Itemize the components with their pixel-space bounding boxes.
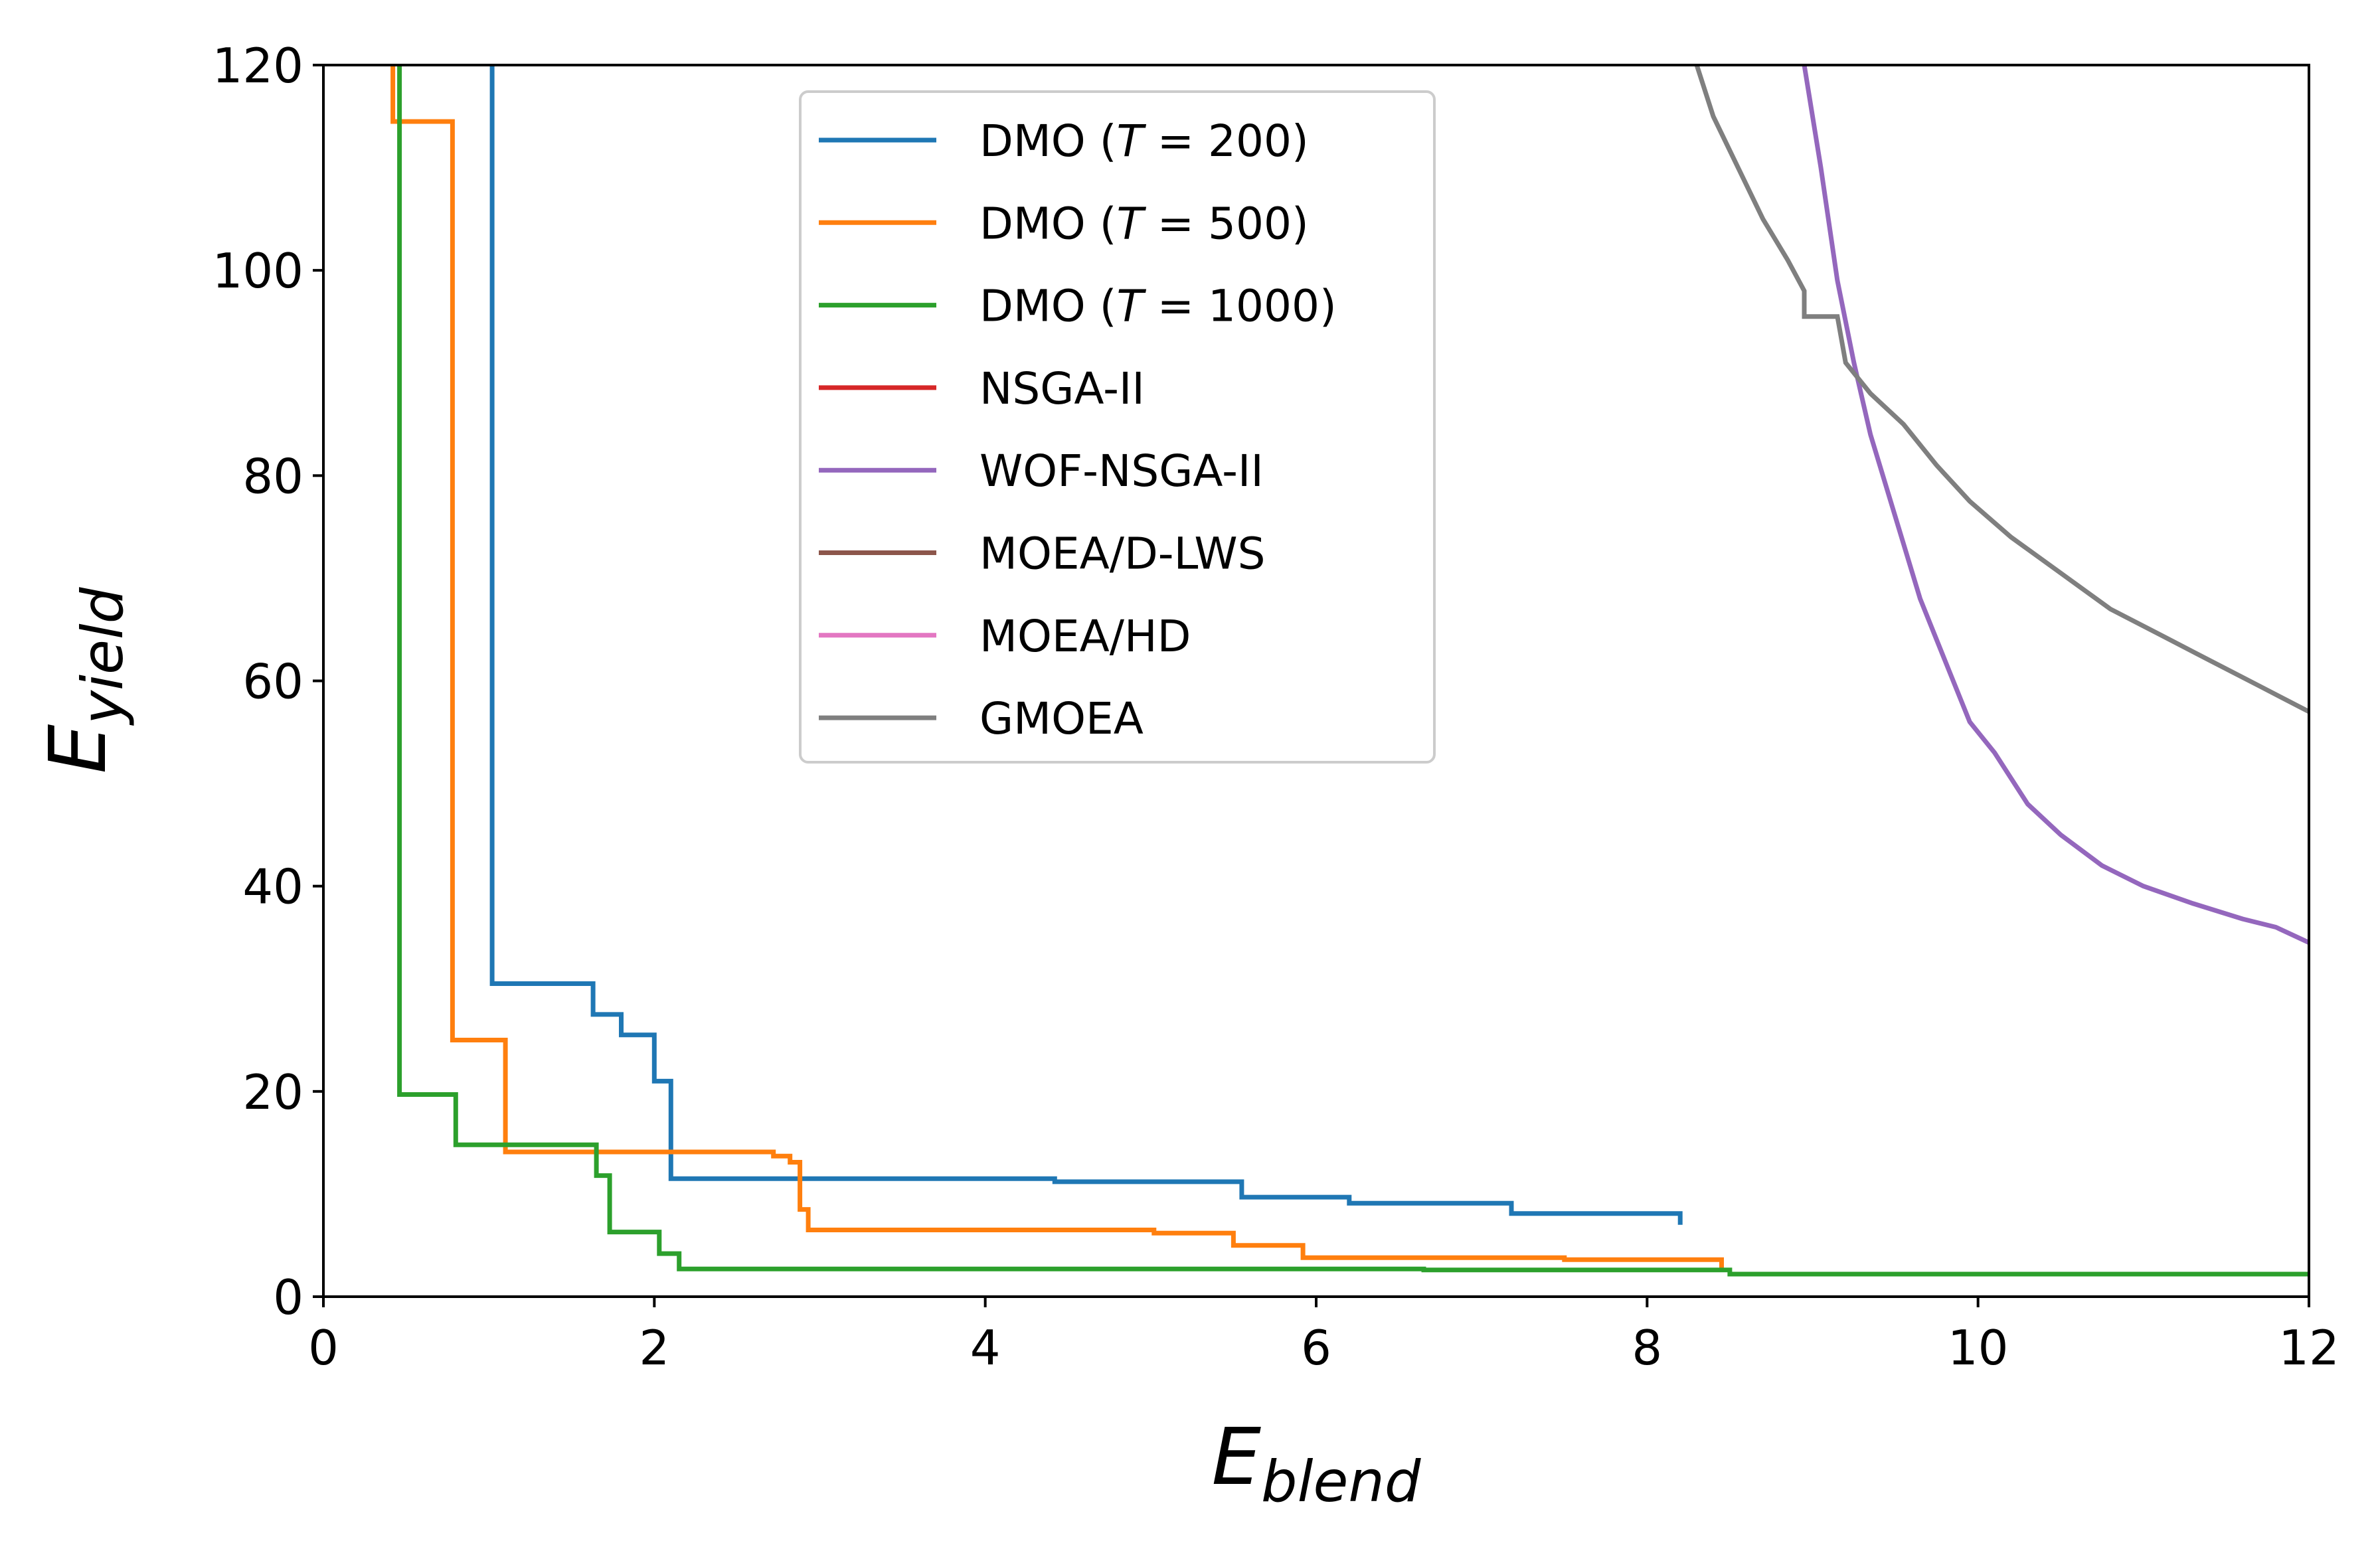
y-tick-label: 0 (273, 1269, 303, 1325)
legend: DMO (T = 200) DMO (T = 500) DMO (T = 1000)… (799, 90, 1436, 764)
x-tick-label: 8 (1632, 1320, 1662, 1376)
series-layer (390, 64, 2310, 1277)
legend-label: DMO (T = 500) (979, 198, 1309, 249)
legend-label: MOEA/HD (979, 611, 1191, 662)
series-line-dmo-t-500 (390, 65, 1724, 1270)
x-tick-label: 12 (2278, 1320, 2339, 1376)
y-axis-label-base: E (32, 724, 124, 773)
legend-label: DMO (T = 1000) (979, 281, 1337, 332)
legend-items: DMO (T = 200) DMO (T = 500) DMO (T = 1000)… (819, 116, 1337, 744)
legend-label: WOF-NSGA-II (979, 446, 1264, 497)
series-line-dmo-t-1000 (397, 65, 2309, 1277)
y-tick-label: 40 (242, 859, 303, 915)
x-tick-label: 2 (639, 1320, 669, 1376)
legend-label: MOEA/D-LWS (979, 528, 1265, 580)
legend-box (799, 90, 1436, 764)
x-tick-label: 6 (1301, 1320, 1331, 1376)
x-tick-label: 0 (308, 1320, 339, 1376)
y-tick-label: 60 (242, 654, 303, 710)
x-axis-label: Eblend (1211, 1411, 1420, 1515)
x-tick-label: 4 (970, 1320, 1001, 1376)
series-line-dmo-t-200 (489, 65, 1683, 1225)
y-tick-label: 20 (242, 1064, 303, 1120)
y-axis-label: Eyield (32, 587, 136, 773)
y-tick-label: 80 (242, 448, 303, 504)
legend-label: DMO (T = 200) (979, 116, 1309, 167)
legend-label: NSGA-II (979, 363, 1145, 414)
series-line-wof-nsga-ii (1802, 64, 2310, 945)
y-tick-label: 120 (212, 38, 303, 94)
series-line-gmoea (1694, 64, 2310, 714)
x-axis-label-base: E (1211, 1411, 1261, 1502)
y-tick-label: 100 (212, 243, 303, 299)
legend-label: GMOEA (979, 693, 1144, 744)
y-axis-label-sub: yield (70, 587, 136, 726)
x-tick-label: 10 (1948, 1320, 2009, 1376)
x-axis-label-sub: blend (1261, 1449, 1421, 1515)
